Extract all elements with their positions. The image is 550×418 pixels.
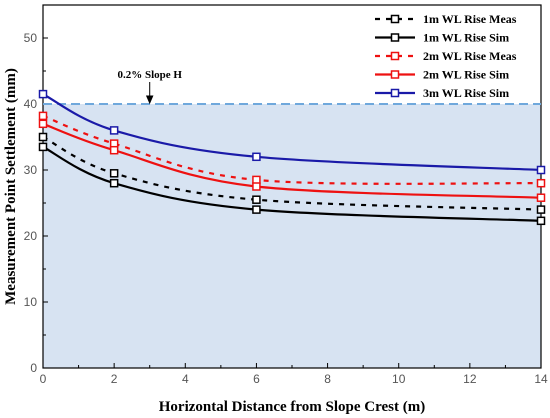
series-4 — [38, 89, 546, 175]
y-axis-label: Measurement Point Settlement (mm) — [3, 68, 19, 305]
x-tick-label: 2 — [111, 372, 118, 386]
legend-label: 1m WL Rise Sim — [423, 31, 509, 45]
series-line — [42, 114, 542, 185]
legend-item: 1m WL Rise Sim — [375, 31, 509, 45]
y-tick-label: 20 — [24, 229, 38, 243]
series-line — [42, 145, 542, 222]
data-point — [38, 142, 48, 152]
data-point — [109, 169, 119, 178]
legend-marker — [390, 88, 400, 98]
x-tick-label: 14 — [534, 372, 548, 386]
data-point — [109, 145, 119, 155]
data-point — [38, 119, 48, 129]
legend-item: 1m WL Rise Meas — [375, 12, 517, 26]
y-tick-label: 40 — [24, 97, 38, 111]
legend-label: 1m WL Rise Meas — [423, 12, 517, 26]
legend-marker — [390, 51, 400, 61]
legend-item: 2m WL Rise Meas — [375, 49, 517, 63]
x-tick-label: 6 — [253, 372, 260, 386]
data-point — [38, 111, 48, 121]
y-tick-label: 10 — [24, 295, 38, 309]
reference-line-label: 0.2% Slope H — [117, 69, 182, 81]
x-axis-label: Horizontal Distance from Slope Crest (m) — [159, 399, 425, 415]
data-point — [536, 165, 546, 175]
x-tick-label: 0 — [40, 372, 47, 386]
data-point — [536, 193, 546, 202]
legend-item: 2m WL Rise Sim — [375, 68, 509, 82]
data-point — [109, 178, 119, 188]
series-1 — [38, 142, 546, 226]
axis-ticks: 0 2 4 6 8 10 12 14 0 10 20 30 40 50 — [24, 31, 548, 386]
data-point — [252, 152, 261, 162]
data-point — [252, 195, 261, 204]
y-tick-label: 0 — [30, 361, 37, 375]
series-0 — [38, 132, 546, 214]
x-tick-label: 4 — [182, 372, 189, 386]
x-tick-label: 8 — [324, 372, 331, 386]
data-point — [536, 178, 546, 188]
y-tick-label: 50 — [24, 31, 38, 45]
data-point — [38, 132, 48, 142]
data-point — [536, 216, 546, 226]
legend-label: 2m WL Rise Sim — [423, 68, 509, 82]
data-point — [252, 182, 261, 191]
y-tick-label: 30 — [24, 163, 38, 177]
data-point — [38, 89, 48, 99]
reference-arrow — [145, 82, 154, 105]
legend-marker — [390, 33, 400, 42]
series-line — [42, 136, 542, 211]
x-tick-label: 12 — [463, 372, 477, 386]
series-group — [38, 89, 546, 226]
legend-item: 3m WL Rise Sim — [375, 86, 509, 100]
legend-marker — [390, 70, 400, 79]
data-point — [252, 205, 261, 214]
series-line — [42, 93, 542, 172]
series-3 — [38, 119, 546, 202]
legend-marker — [390, 14, 400, 24]
series-line — [42, 122, 542, 199]
legend: 1m WL Rise Meas 1m WL Rise Sim 2m WL Rise … — [375, 12, 517, 100]
legend-label: 2m WL Rise Meas — [423, 49, 517, 63]
legend-label: 3m WL Rise Sim — [423, 86, 509, 100]
data-point — [536, 205, 546, 214]
data-point — [109, 126, 119, 135]
x-tick-label: 10 — [392, 372, 406, 386]
